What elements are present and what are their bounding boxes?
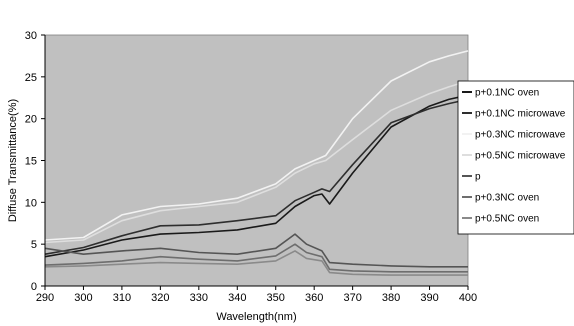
legend-box — [457, 80, 574, 235]
legend-label: p+0.3NC oven — [475, 193, 539, 204]
x-tick-label: 360 — [305, 292, 323, 304]
legend-label: p — [475, 172, 481, 183]
y-tick-label: 5 — [31, 239, 37, 251]
plot-background — [44, 34, 469, 287]
legend-label: p+0.3NC microwave — [475, 130, 566, 141]
series-line-3 — [44, 50, 469, 241]
x-tick-label: 390 — [420, 292, 438, 304]
series-layer — [44, 50, 469, 276]
y-tick-label: 20 — [25, 114, 37, 126]
x-axis-title: Wavelength(nm) — [216, 311, 296, 323]
x-tick-label: 400 — [459, 292, 477, 304]
x-tick-label: 300 — [74, 292, 92, 304]
legend-label: p+0.1NC microwave — [475, 109, 566, 120]
legend-label: p+0.1NC oven — [475, 88, 539, 99]
series-line-2 — [44, 98, 469, 255]
y-tick-label: 0 — [31, 281, 37, 293]
series-line-6 — [44, 243, 468, 273]
series-line-7 — [44, 250, 468, 276]
plot-area — [44, 34, 469, 287]
x-tick-label: 370 — [343, 292, 361, 304]
x-tick-label: 290 — [36, 292, 54, 304]
y-tick-label: 10 — [25, 197, 37, 209]
x-tick-label: 380 — [382, 292, 400, 304]
x-tick-label: 320 — [151, 292, 169, 304]
x-tick-label: 340 — [228, 292, 246, 304]
legend: p+0.1NC oven p+0.1NC microwave p+0.3NC mic… — [457, 80, 574, 235]
y-tick-label: 30 — [25, 30, 37, 42]
series-line-5 — [44, 233, 468, 268]
legend-label: p+0.5NC microwave — [475, 151, 566, 162]
x-tick-label: 310 — [113, 292, 131, 304]
y-tick-label: 15 — [25, 156, 37, 168]
x-tick-label: 350 — [267, 292, 285, 304]
y-tick-label: 25 — [25, 72, 37, 84]
series-line-4 — [44, 80, 469, 244]
legend-label: p+0.5NC oven — [475, 214, 539, 225]
axes-layer: 290 300 310 320 330 340 350 360 370 380 390 400 0 5 10… — [25, 30, 477, 304]
x-tick-label: 330 — [190, 292, 208, 304]
y-axis-title: Diffuse Transmittance(%) — [7, 99, 19, 222]
